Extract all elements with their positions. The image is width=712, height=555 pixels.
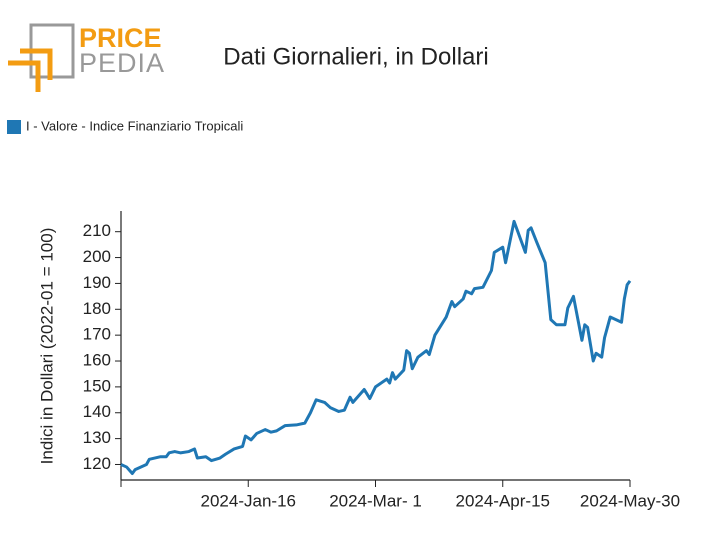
chart-title: Dati Giornalieri, in Dollari xyxy=(223,43,488,70)
x-tick-label: 2024-Apr-15 xyxy=(455,491,550,510)
y-tick-label: 190 xyxy=(83,273,111,292)
logo-top: PRICE xyxy=(79,23,162,53)
logo-mark xyxy=(20,48,53,80)
logo-mark xyxy=(8,60,41,92)
y-tick-label: 120 xyxy=(83,454,111,473)
legend-swatch xyxy=(7,120,21,134)
y-tick-label: 160 xyxy=(83,351,111,370)
y-tick-label: 200 xyxy=(83,247,111,266)
y-tick-label: 130 xyxy=(83,428,111,447)
x-tick-label: 2024-Mar- 1 xyxy=(329,491,422,510)
y-tick-label: 180 xyxy=(83,299,111,318)
y-axis-label: Indici in Dollari (2022-01 = 100) xyxy=(37,228,56,465)
logo: PRICE PEDIA xyxy=(8,23,165,92)
x-tick-label: 2024-Jan-16 xyxy=(201,491,296,510)
y-tick-label: 210 xyxy=(83,221,111,240)
y-tick-label: 150 xyxy=(83,376,111,395)
y-tick-label: 140 xyxy=(83,402,111,421)
y-tick-label: 170 xyxy=(83,325,111,344)
x-tick-label: 2024-May-30 xyxy=(580,491,680,510)
logo-bottom: PEDIA xyxy=(79,48,165,78)
data-line xyxy=(120,219,632,476)
legend-label: I - Valore - Indice Finanziario Tropical… xyxy=(26,118,243,133)
